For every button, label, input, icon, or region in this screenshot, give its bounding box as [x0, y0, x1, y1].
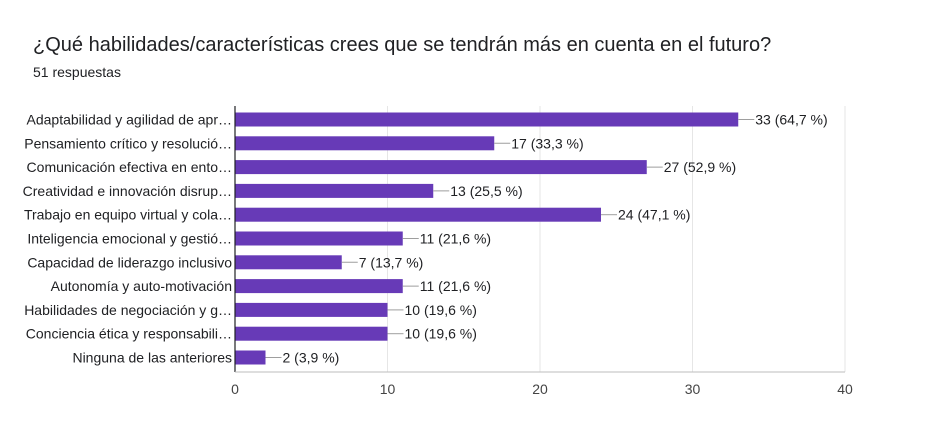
bar: [235, 112, 739, 127]
bar: [235, 136, 495, 151]
bar: [235, 302, 388, 317]
bar: [235, 231, 403, 246]
category-label: Inteligencia emocional y gestió…: [27, 231, 232, 247]
category-label: Habilidades de negociación y g…: [24, 302, 232, 318]
category-label: Creatividad e innovación disrup…: [23, 183, 232, 199]
value-label: 10 (19,6 %): [405, 302, 477, 318]
x-tick-label: 10: [380, 381, 396, 397]
value-label: 7 (13,7 %): [359, 254, 424, 270]
value-label: 33 (64,7 %): [755, 112, 827, 128]
response-count: 51 respuestas: [33, 64, 121, 80]
x-tick-label: 40: [837, 381, 853, 397]
value-label: 13 (25,5 %): [450, 183, 522, 199]
value-label: 11 (21,6 %): [420, 278, 491, 294]
category-label: Pensamiento crítico y resolució…: [24, 135, 232, 151]
bar: [235, 255, 342, 270]
value-label: 10 (19,6 %): [405, 326, 477, 342]
bar: [235, 183, 434, 198]
bar: [235, 350, 266, 365]
value-label: 2 (3,9 %): [283, 350, 340, 366]
bar: [235, 160, 647, 175]
category-label: Capacidad de liderazgo inclusivo: [27, 254, 232, 270]
value-label: 24 (47,1 %): [618, 207, 690, 223]
x-tick-label: 0: [231, 381, 239, 397]
category-label: Autonomía y auto-motivación: [51, 278, 232, 294]
x-tick-label: 30: [685, 381, 701, 397]
category-label: Ninguna de las anteriores: [72, 350, 232, 366]
bar: [235, 207, 601, 222]
x-tick-label: 20: [532, 381, 548, 397]
bar: [235, 279, 403, 294]
value-label: 17 (33,3 %): [511, 135, 583, 151]
bar: [235, 326, 388, 341]
chart-title: ¿Qué habilidades/características crees q…: [33, 34, 772, 56]
category-label: Trabajo en equipo virtual y cola…: [24, 207, 232, 223]
value-label: 11 (21,6 %): [420, 231, 491, 247]
category-label: Conciencia ética y responsabili…: [26, 326, 232, 342]
category-label: Adaptabilidad y agilidad de apr…: [27, 112, 232, 128]
value-label: 27 (52,9 %): [664, 159, 736, 175]
category-label: Comunicación efectiva en ento…: [27, 159, 232, 175]
